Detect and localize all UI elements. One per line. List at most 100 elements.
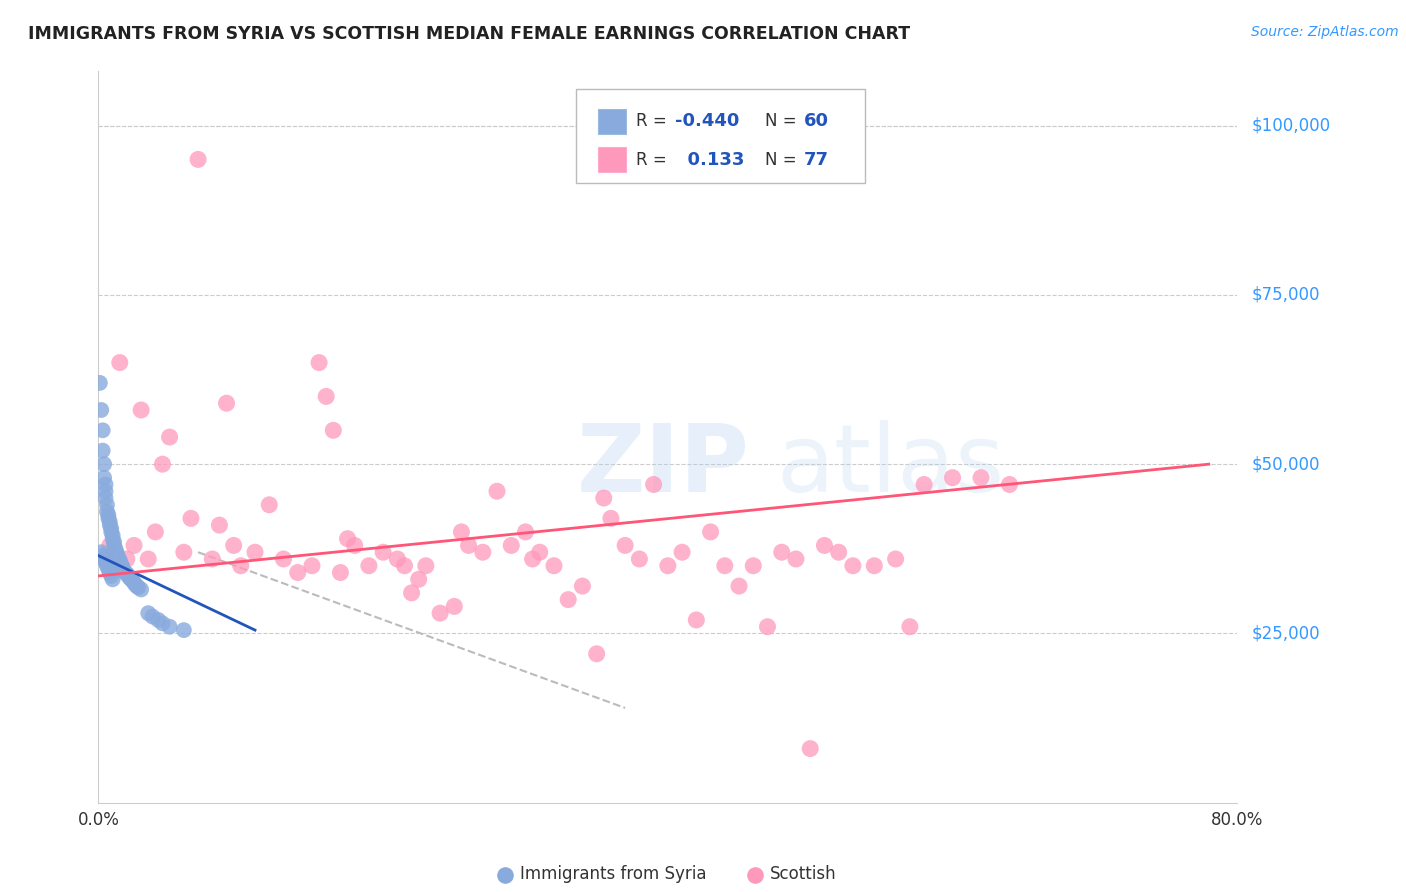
Point [112,564,135,578]
Point [100,521,122,535]
Point [101,532,124,546]
Point [585,647,607,661]
Point [970,471,993,485]
Text: 77: 77 [804,151,830,169]
Point [127,581,149,595]
Point [173,623,195,637]
Point [114,566,136,580]
Text: IMMIGRANTS FROM SYRIA VS SCOTTISH MEDIAN FEMALE EARNINGS CORRELATION CHART: IMMIGRANTS FROM SYRIA VS SCOTTISH MEDIAN… [28,25,910,43]
Point [136,606,159,620]
Point [685,613,707,627]
Point [94,552,117,566]
Point [942,471,965,485]
Point [94,491,117,505]
Point [173,545,195,559]
Point [111,562,134,576]
Point [671,545,693,559]
Point [115,552,138,566]
Point [813,538,835,552]
Point [110,558,132,573]
Point [898,620,921,634]
Text: Source: ZipAtlas.com: Source: ZipAtlas.com [1251,25,1399,39]
Point [104,545,127,559]
Point [863,558,886,573]
Point [336,532,359,546]
Point [643,477,665,491]
Point [107,550,129,565]
Point [94,484,117,499]
Text: R =: R = [636,151,672,169]
Point [104,545,127,559]
Point [394,558,416,573]
Point [842,558,865,573]
Text: $75,000: $75,000 [1251,285,1320,304]
Point [515,524,537,539]
Point [98,515,121,529]
Point [443,599,465,614]
Point [152,457,174,471]
Point [998,477,1021,491]
Text: N =: N = [765,151,801,169]
Point [159,430,181,444]
Point [373,545,395,559]
Point [101,528,124,542]
Point [124,578,146,592]
Point [105,549,128,563]
Point [108,553,131,567]
Point [614,538,637,552]
Point [110,558,132,572]
Point [756,620,779,634]
Point [97,511,120,525]
Point [152,616,174,631]
Point [96,505,118,519]
Point [415,558,437,573]
Point [90,545,112,559]
Point [93,471,115,485]
Point [592,491,614,505]
Point [208,518,231,533]
Point [108,355,131,369]
Point [98,518,121,533]
Point [105,547,128,561]
Point [522,552,544,566]
Point [104,541,127,556]
Text: -0.440: -0.440 [675,112,740,130]
Point [799,741,821,756]
Point [96,558,118,573]
Point [117,569,139,583]
Text: N =: N = [765,112,801,130]
Point [180,511,202,525]
Point [301,558,323,573]
Point [557,592,579,607]
Point [91,443,114,458]
Point [828,545,851,559]
Text: ZIP: ZIP [576,420,749,512]
Point [501,538,523,552]
Point [222,538,245,552]
Point [98,538,121,552]
Point [100,524,122,539]
Text: $25,000: $25,000 [1251,624,1320,642]
Point [120,572,142,586]
Point [742,558,765,573]
Point [457,538,479,552]
Point [912,477,935,491]
Point [408,572,430,586]
Point [129,582,152,597]
Point [129,403,152,417]
Text: R =: R = [636,112,672,130]
Point [107,552,129,566]
Point [471,545,494,559]
Point [90,403,112,417]
Point [96,498,118,512]
Point [97,562,120,576]
Point [229,558,252,573]
Point [628,552,651,566]
Point [728,579,751,593]
Point [103,535,125,549]
Point [259,498,281,512]
Point [322,423,344,437]
Point [699,524,721,539]
Point [145,524,167,539]
Point [101,572,124,586]
